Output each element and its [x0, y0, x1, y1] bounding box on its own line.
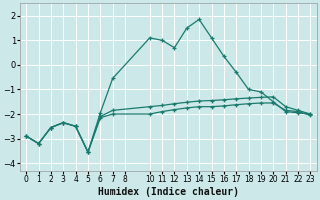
- X-axis label: Humidex (Indice chaleur): Humidex (Indice chaleur): [98, 186, 239, 197]
